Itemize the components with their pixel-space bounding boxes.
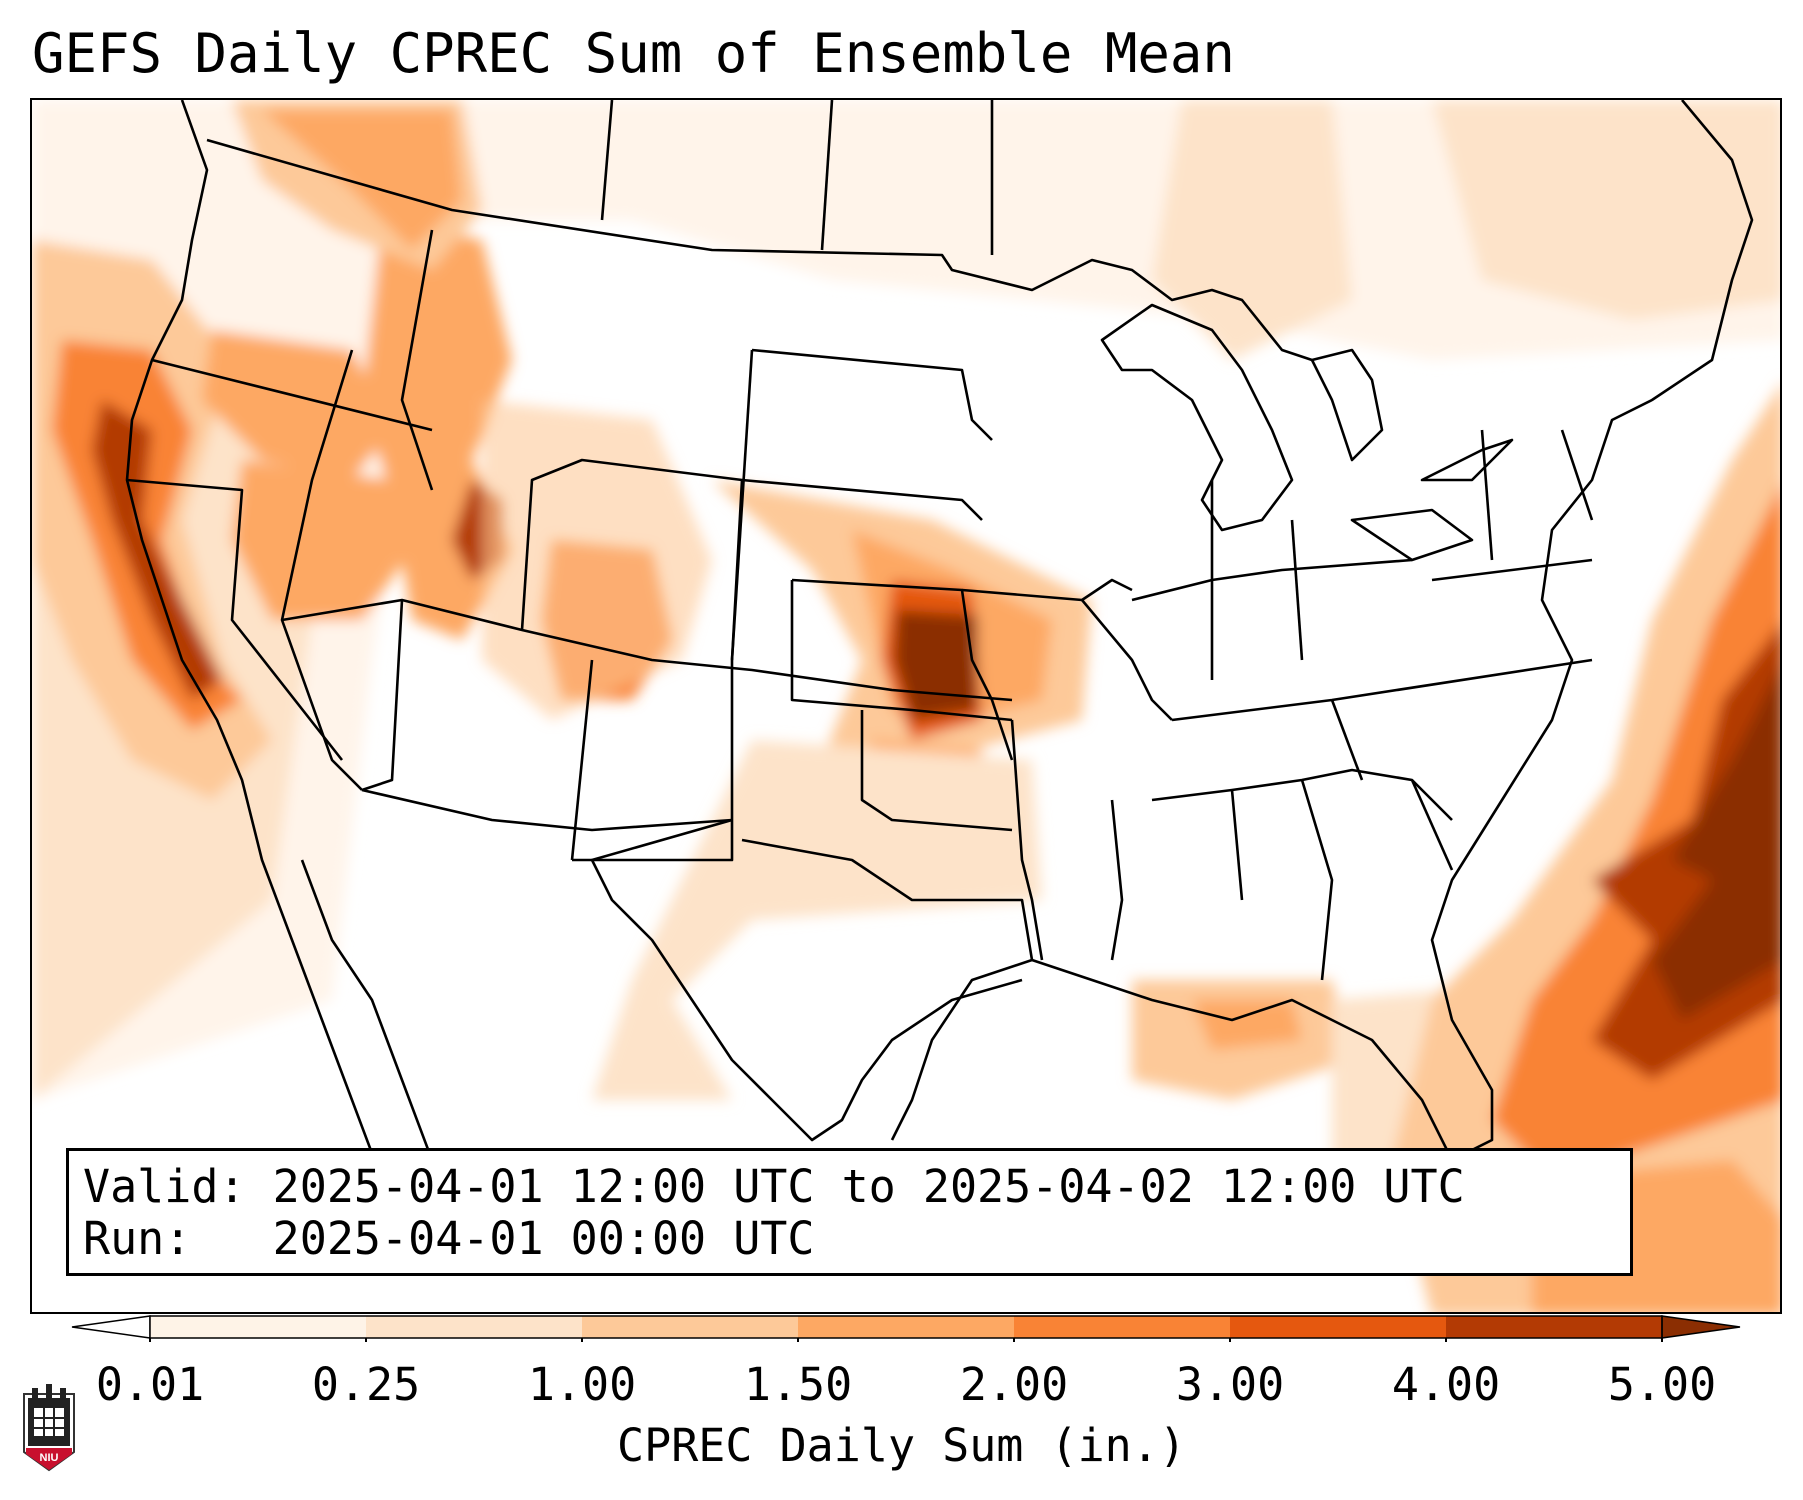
colorbar-frame [149, 1315, 1663, 1339]
map-canvas [32, 100, 1780, 1312]
colorbar [71, 1315, 1741, 1342]
map-borders [125, 100, 1754, 1251]
colorbar-tick-label: 0.01 [95, 1358, 205, 1411]
colorbar-tick-label: 3.00 [1175, 1358, 1285, 1411]
colorbar-label: CPREC Daily Sum (in.) [617, 1419, 1186, 1472]
colorbar-bin [798, 1316, 1015, 1338]
chart-title: GEFS Daily CPREC Sum of Ensemble Mean [32, 22, 1235, 85]
niu-logo: NIU [23, 1384, 75, 1472]
colorbar-bin [1014, 1316, 1231, 1338]
run-time-text: Run: 2025-04-01 00:00 UTC [83, 1212, 815, 1265]
colorbar-bin [1230, 1316, 1447, 1338]
info-box: Valid: 2025-04-01 12:00 UTC to 2025-04-0… [66, 1148, 1633, 1276]
logo-text: NIU [40, 1452, 59, 1464]
colorbar-tick-label: 5.00 [1607, 1358, 1717, 1411]
colorbar-over-extend [1661, 1315, 1741, 1339]
precip-map [30, 98, 1782, 1314]
precip-shading [32, 100, 1780, 1312]
colorbar-bin [582, 1316, 799, 1338]
colorbar-under-extend [71, 1315, 151, 1339]
colorbar-tick-label: 1.50 [743, 1358, 853, 1411]
colorbar-bin [150, 1316, 367, 1338]
colorbar-tick-label: 1.00 [527, 1358, 637, 1411]
colorbar-tick-label: 0.25 [311, 1358, 421, 1411]
colorbar-bin [1446, 1316, 1663, 1338]
colorbar-bin [366, 1316, 583, 1338]
colorbar-tick-label: 4.00 [1391, 1358, 1501, 1411]
colorbar-tick-label: 2.00 [959, 1358, 1069, 1411]
valid-time-text: Valid: 2025-04-01 12:00 UTC to 2025-04-0… [83, 1160, 1465, 1213]
